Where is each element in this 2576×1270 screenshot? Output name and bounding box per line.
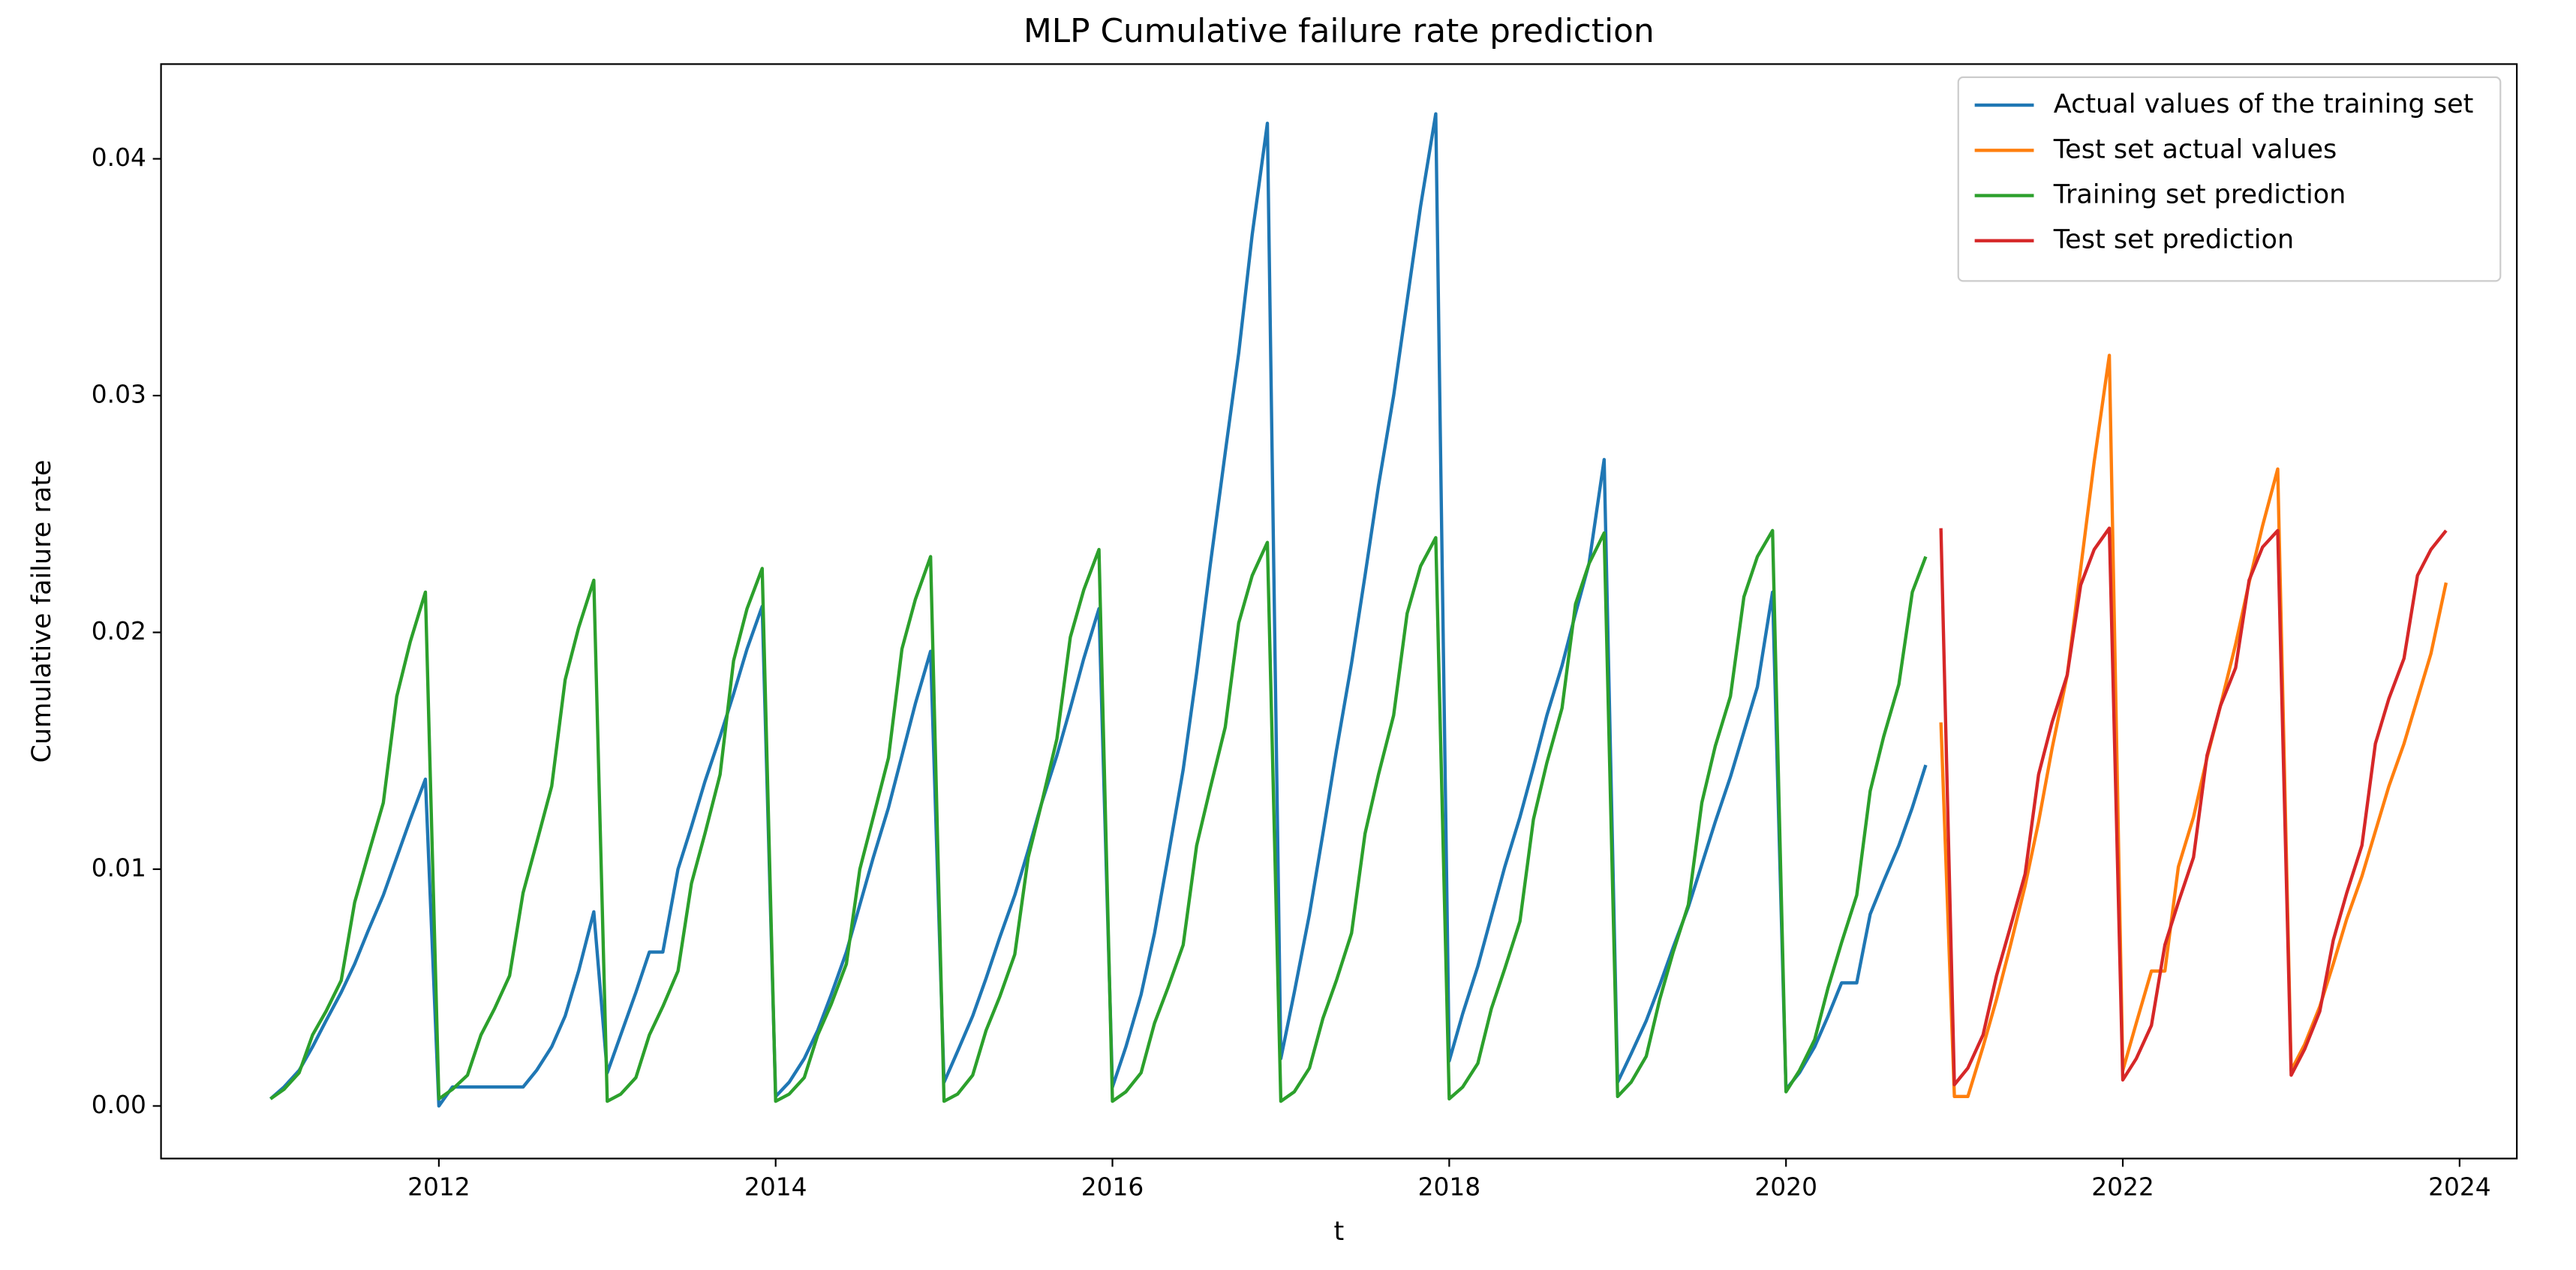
legend-label: Test set actual values — [2053, 134, 2337, 164]
chart-title: MLP Cumulative failure rate prediction — [1023, 12, 1655, 50]
series-line — [1939, 526, 2448, 1087]
legend-label: Training set prediction — [2053, 179, 2346, 210]
legend-box — [1957, 76, 2502, 282]
series-line — [1939, 354, 2448, 1099]
x-tick-label: 2022 — [2091, 1172, 2154, 1201]
x-tick-label: 2020 — [1754, 1172, 1817, 1201]
y-tick-label: 0.01 — [92, 853, 146, 882]
x-tick-label: 2014 — [744, 1172, 807, 1201]
x-tick-label: 2024 — [2428, 1172, 2491, 1201]
y-tick-label: 0.04 — [92, 143, 146, 172]
series-line — [269, 528, 1928, 1103]
x-tick-label: 2018 — [1418, 1172, 1481, 1201]
legend-label: Actual values of the training set — [2054, 89, 2474, 119]
y-axis-label: Cumulative failure rate — [26, 460, 57, 763]
x-tick-label: 2012 — [407, 1172, 470, 1201]
x-axis-label: t — [1334, 1216, 1345, 1247]
plot-frame — [160, 63, 2518, 1160]
legend-label: Test set prediction — [2053, 224, 2294, 255]
y-tick-label: 0.02 — [92, 617, 146, 646]
y-tick-label: 0.00 — [92, 1091, 146, 1119]
y-tick-label: 0.03 — [92, 381, 146, 409]
x-tick-label: 2016 — [1081, 1172, 1144, 1201]
